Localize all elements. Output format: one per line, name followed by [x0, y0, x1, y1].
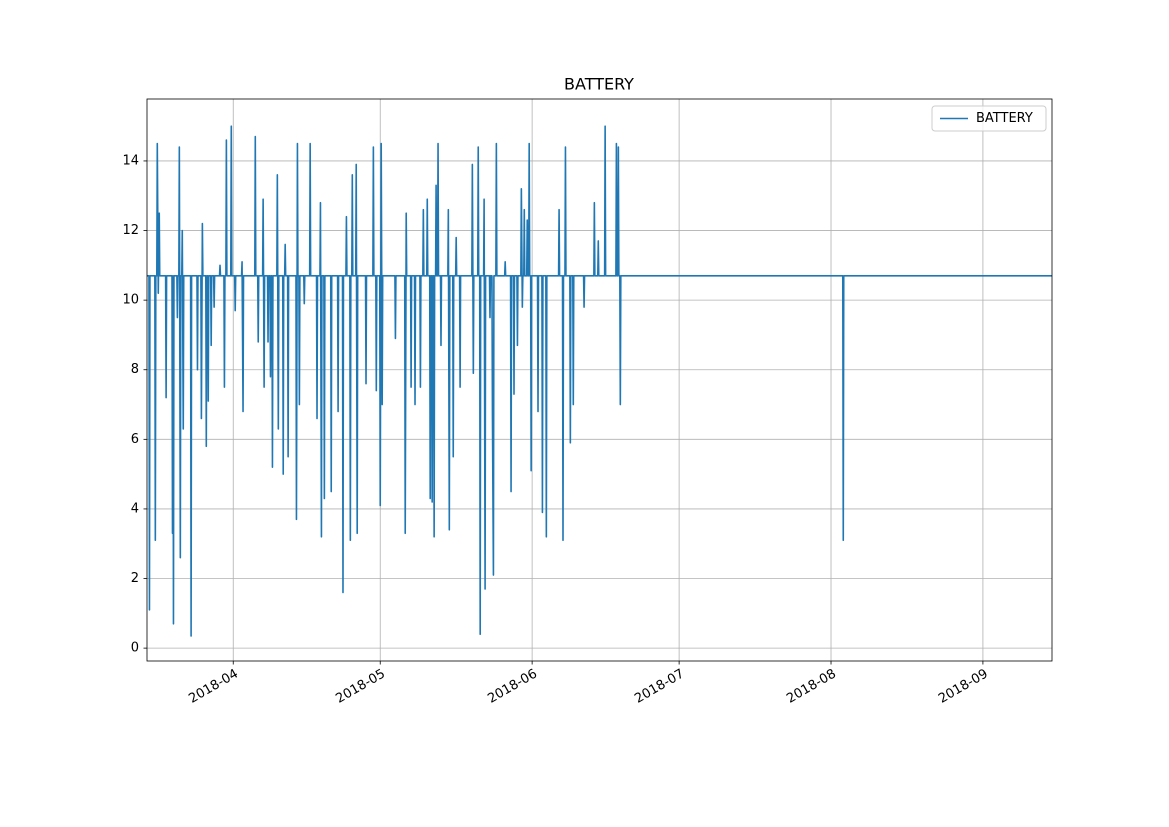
y-tick-label: 14 [122, 153, 139, 168]
y-tick-label: 6 [131, 432, 139, 447]
chart-title: BATTERY [564, 75, 634, 94]
data-line [147, 125, 1052, 637]
y-tick-label: 0 [131, 641, 139, 656]
y-tick-label: 4 [131, 501, 139, 516]
y-tick-label: 10 [122, 293, 139, 308]
y-tick-label: 2 [131, 571, 139, 586]
y-tick-label: 12 [122, 223, 139, 238]
y-tick-label: 8 [131, 362, 139, 377]
axes-frame [146, 98, 1053, 662]
legend-label: BATTERY [976, 111, 1033, 126]
legend-box [931, 105, 1047, 132]
plot-area [147, 125, 1052, 637]
